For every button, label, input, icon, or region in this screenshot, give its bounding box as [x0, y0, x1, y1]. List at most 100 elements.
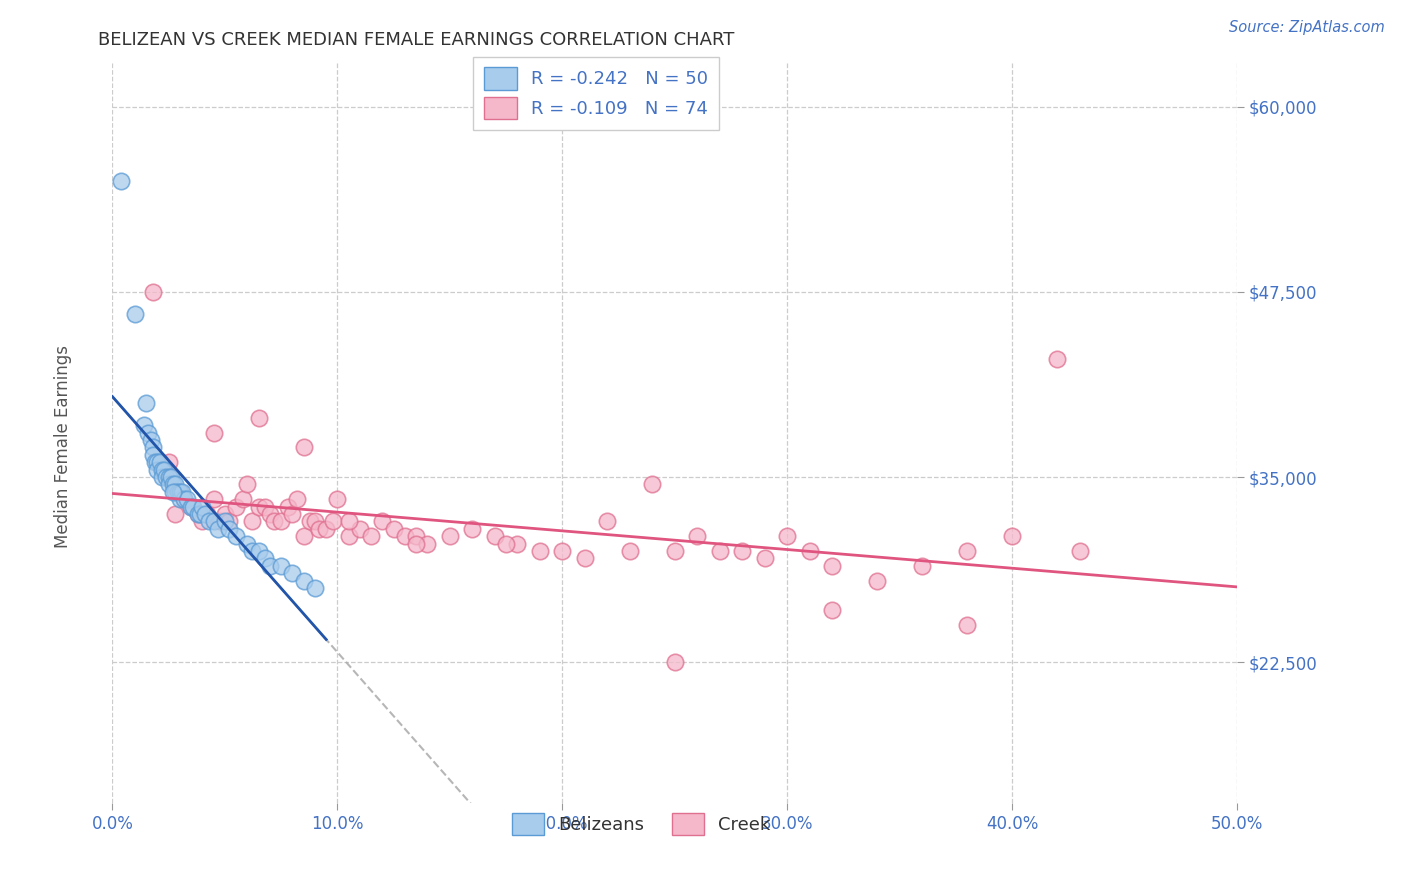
Point	[304, 515, 326, 529]
Point	[495, 536, 517, 550]
Point	[176, 492, 198, 507]
Point	[202, 425, 225, 440]
Point	[187, 507, 209, 521]
Point	[169, 484, 191, 499]
Point	[277, 500, 299, 514]
Point	[1046, 351, 1069, 366]
Point	[1001, 529, 1024, 543]
Point	[142, 448, 165, 462]
Point	[180, 500, 202, 514]
Point	[371, 515, 394, 529]
Point	[664, 655, 686, 669]
Point	[292, 529, 315, 543]
Point	[225, 529, 247, 543]
Text: Source: ZipAtlas.com: Source: ZipAtlas.com	[1229, 20, 1385, 35]
Point	[202, 515, 225, 529]
Point	[292, 574, 315, 588]
Point	[254, 551, 277, 566]
Point	[686, 529, 709, 543]
Point	[405, 529, 427, 543]
Point	[956, 618, 979, 632]
Point	[254, 500, 277, 514]
Point	[360, 529, 382, 543]
Point	[162, 484, 184, 499]
Point	[551, 544, 574, 558]
Point	[394, 529, 416, 543]
Point	[1069, 544, 1091, 558]
Point	[247, 500, 270, 514]
Point	[146, 455, 169, 469]
Point	[155, 470, 177, 484]
Point	[574, 551, 596, 566]
Point	[709, 544, 731, 558]
Point	[439, 529, 461, 543]
Point	[142, 285, 165, 299]
Point	[183, 500, 205, 514]
Point	[232, 492, 254, 507]
Point	[165, 484, 187, 499]
Point	[165, 507, 187, 521]
Point	[641, 477, 664, 491]
Point	[172, 484, 194, 499]
Point	[270, 515, 292, 529]
Point	[153, 462, 176, 476]
Point	[132, 418, 155, 433]
Point	[315, 522, 337, 536]
Point	[146, 462, 169, 476]
Point	[281, 566, 304, 581]
Point	[165, 477, 187, 491]
Point	[461, 522, 484, 536]
Point	[236, 477, 259, 491]
Point	[754, 551, 776, 566]
Point	[214, 515, 236, 529]
Point	[191, 515, 214, 529]
Point	[157, 455, 180, 469]
Point	[218, 522, 240, 536]
Point	[911, 558, 934, 573]
Point	[209, 515, 232, 529]
Point	[143, 455, 166, 469]
Point	[337, 515, 360, 529]
Point	[866, 574, 889, 588]
Point	[292, 441, 315, 455]
Point	[956, 544, 979, 558]
Point	[337, 529, 360, 543]
Point	[731, 544, 754, 558]
Point	[160, 470, 183, 484]
Point	[484, 529, 506, 543]
Point	[308, 522, 330, 536]
Point	[214, 507, 236, 521]
Point	[194, 507, 217, 521]
Point	[195, 507, 218, 521]
Point	[263, 515, 285, 529]
Point	[139, 433, 162, 447]
Point	[619, 544, 641, 558]
Point	[110, 174, 132, 188]
Point	[169, 492, 191, 507]
Point	[416, 536, 439, 550]
Point	[191, 500, 214, 514]
Point	[299, 515, 322, 529]
Point	[157, 470, 180, 484]
Point	[304, 581, 326, 595]
Point	[326, 492, 349, 507]
Point	[821, 558, 844, 573]
Point	[162, 477, 184, 491]
Point	[596, 515, 619, 529]
Point	[259, 558, 281, 573]
Text: Median Female Earnings: Median Female Earnings	[55, 344, 72, 548]
Point	[821, 603, 844, 617]
Legend: Belizeans, Creek: Belizeans, Creek	[505, 805, 778, 842]
Text: BELIZEAN VS CREEK MEDIAN FEMALE EARNINGS CORRELATION CHART: BELIZEAN VS CREEK MEDIAN FEMALE EARNINGS…	[98, 31, 735, 49]
Point	[799, 544, 821, 558]
Point	[166, 484, 188, 499]
Point	[202, 492, 225, 507]
Point	[150, 462, 173, 476]
Point	[142, 441, 165, 455]
Point	[198, 515, 221, 529]
Point	[506, 536, 529, 550]
Point	[173, 492, 195, 507]
Point	[150, 470, 173, 484]
Point	[349, 522, 371, 536]
Point	[180, 500, 202, 514]
